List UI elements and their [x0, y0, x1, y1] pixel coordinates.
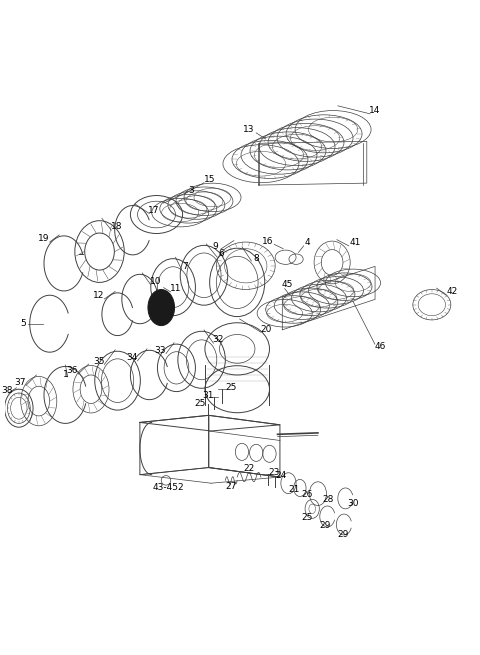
Text: 4: 4	[305, 238, 310, 247]
Text: 25: 25	[194, 399, 206, 408]
Text: 42: 42	[446, 288, 457, 297]
Text: 17: 17	[148, 206, 160, 215]
Text: 37: 37	[14, 377, 25, 386]
Text: 22: 22	[243, 464, 255, 474]
Text: 38: 38	[1, 386, 12, 395]
Text: 36: 36	[66, 366, 78, 375]
Text: 7: 7	[182, 262, 188, 271]
Text: 3: 3	[188, 186, 194, 195]
Text: 1: 1	[62, 369, 68, 379]
Text: 45: 45	[281, 280, 293, 290]
Text: 8: 8	[253, 253, 259, 263]
Text: 35: 35	[93, 357, 104, 365]
Text: 33: 33	[155, 346, 166, 355]
Text: 46: 46	[375, 342, 386, 351]
Text: 43-452: 43-452	[153, 483, 184, 493]
Text: 23: 23	[268, 468, 280, 477]
Text: 26: 26	[302, 490, 313, 499]
Text: 9: 9	[213, 242, 218, 251]
Text: 5: 5	[21, 319, 26, 328]
Text: 21: 21	[288, 485, 300, 495]
Text: 18: 18	[111, 222, 123, 231]
Text: 32: 32	[213, 335, 224, 345]
Text: 10: 10	[150, 277, 161, 286]
Text: 34: 34	[126, 353, 137, 362]
Text: 11: 11	[170, 284, 181, 293]
Text: 25: 25	[225, 383, 236, 392]
Text: 31: 31	[202, 391, 214, 400]
Text: 14: 14	[369, 105, 381, 115]
Ellipse shape	[148, 290, 175, 326]
Text: 6: 6	[219, 250, 225, 259]
Text: 15: 15	[204, 175, 216, 184]
Text: 27: 27	[225, 482, 237, 491]
Text: 12: 12	[93, 291, 104, 300]
Text: 25: 25	[302, 513, 313, 522]
Text: 13: 13	[243, 125, 255, 134]
Text: 29: 29	[320, 521, 331, 531]
Text: 24: 24	[275, 471, 287, 480]
Text: 19: 19	[38, 234, 49, 243]
Text: 29: 29	[338, 529, 349, 538]
Text: 16: 16	[262, 236, 274, 246]
Text: 30: 30	[348, 498, 359, 508]
Text: 41: 41	[349, 238, 360, 247]
Text: 28: 28	[323, 495, 334, 504]
Text: 20: 20	[260, 325, 271, 334]
